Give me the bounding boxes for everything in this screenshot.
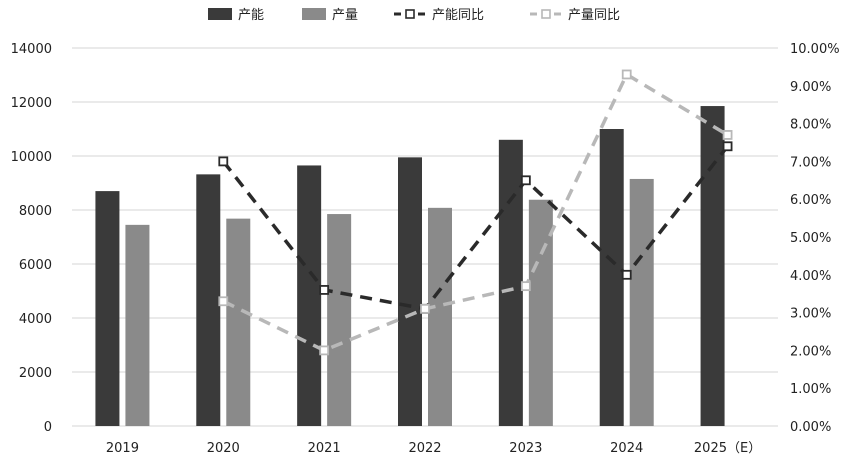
marker-产能同比 [218,156,229,167]
x-tick-label: 2019 [106,441,139,456]
right-tick-label: 9.00% [790,80,831,95]
marker-产量同比 [520,281,531,292]
marker-产能同比 [722,141,733,152]
left-tick-label: 4000 [19,312,52,327]
right-tick-label: 7.00% [790,155,831,170]
legend-swatch-产能 [208,8,232,20]
legend-label-产量同比: 产量同比 [568,8,620,23]
right-tick-label: 8.00% [790,118,831,133]
marker-产能同比 [319,285,330,295]
left-tick-label: 10000 [11,150,52,165]
bar-产量 [428,207,452,426]
bar-产量 [528,199,553,426]
right-tick-label: 0.00% [790,420,831,435]
marker-产量同比 [218,296,229,307]
left-tick-label: 0 [44,420,52,435]
legend-label-产量: 产量 [332,8,358,23]
bar-产能 [95,191,120,426]
x-tick-label: 2022 [408,441,441,456]
legend-label-产能同比: 产能同比 [432,8,484,23]
right-tick-label: 4.00% [790,269,831,284]
legend-swatch-产量 [302,8,326,20]
legend-label-产能: 产能 [238,8,264,23]
bar-产能 [398,157,422,426]
x-tick-label: 2021 [308,441,341,456]
left-tick-label: 12000 [11,96,52,111]
marker-产能同比 [520,175,531,186]
x-tick-label: 2025（E） [694,441,761,456]
bar-产能 [700,106,725,427]
left-axis-ticks: 0 2000 4000 6000 8000 10000 12000 14000 [11,42,52,435]
right-tick-label: 2.00% [790,344,831,359]
legend-marker-产能同比 [405,9,415,19]
grid-lines [72,47,778,427]
bar-产量 [226,218,251,426]
marker-产量同比 [621,69,632,80]
bars [95,106,725,427]
left-tick-label: 14000 [11,42,52,57]
legend: 产能 产量 产能同比 产量同比 [208,8,620,23]
legend-marker-产量同比 [541,9,551,19]
left-tick-label: 8000 [19,204,52,219]
bar-产能 [599,129,624,426]
right-tick-label: 1.00% [790,382,831,397]
right-tick-label: 10.00% [790,42,840,57]
x-tick-label: 2024 [610,441,643,456]
marker-产量同比 [319,345,330,356]
marker-产量同比 [722,130,733,140]
bar-产能 [498,139,523,427]
x-tick-label: 2020 [207,441,240,456]
bar-产量 [629,178,654,426]
right-tick-label: 6.00% [790,193,831,208]
line-产能同比 [221,145,729,311]
lines [218,69,733,356]
bar-产量 [125,224,150,426]
bar-产能 [196,174,221,426]
marker-产能同比 [621,269,632,280]
right-axis-ticks: 0.00% 1.00% 2.00% 3.00% 4.00% 5.00% 6.00% 7.00%… [790,42,840,435]
left-tick-label: 6000 [19,258,52,273]
right-tick-label: 3.00% [790,307,831,322]
bar-产量 [327,214,352,426]
bar-产能 [297,165,322,426]
x-axis-labels: 2019 2020 2021 2022 2023 2024 2025（E） [106,441,761,456]
x-tick-label: 2023 [509,441,542,456]
right-tick-label: 5.00% [790,231,831,246]
left-tick-label: 2000 [19,366,52,381]
marker-产量同比 [420,303,430,314]
